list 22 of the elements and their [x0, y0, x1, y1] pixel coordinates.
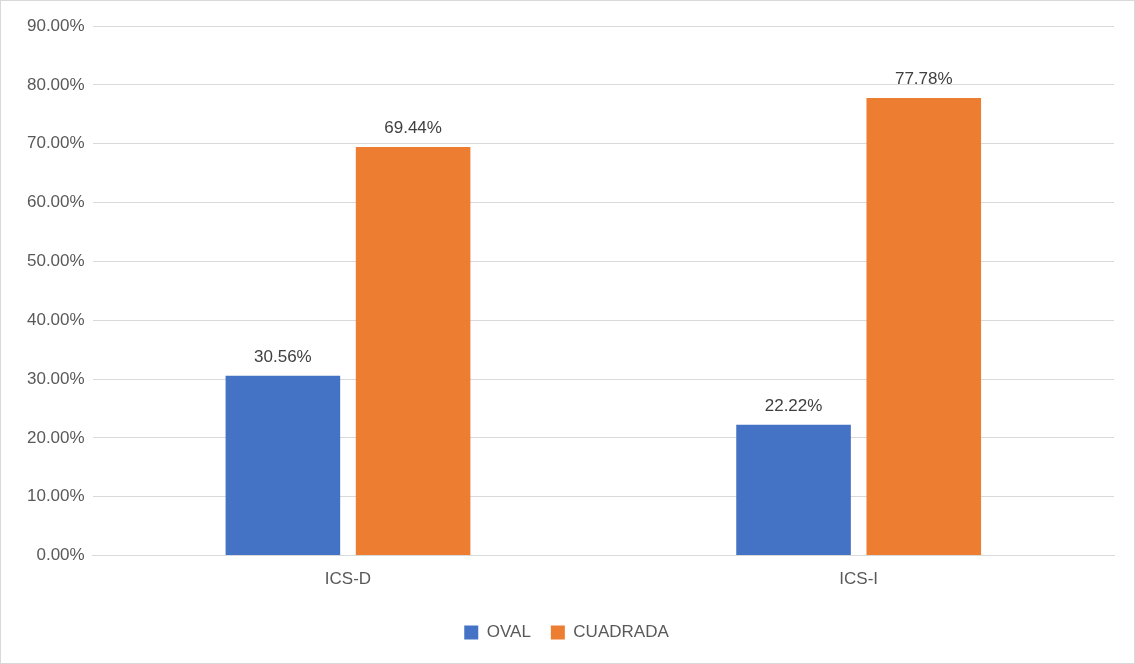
- data-label: 22.22%: [764, 396, 823, 416]
- x-tick-label: ICS-D: [324, 569, 372, 589]
- legend-label: CUADRADA: [573, 622, 670, 642]
- y-tick-label: 10.00%: [26, 486, 85, 506]
- y-tick-label: 40.00%: [26, 309, 85, 329]
- y-tick-label: 50.00%: [26, 251, 85, 271]
- bar: [866, 97, 982, 556]
- data-label: 30.56%: [254, 346, 312, 366]
- y-tick-label: 0.00%: [36, 545, 85, 565]
- y-tick-label: 80.00%: [26, 74, 85, 94]
- y-tick-label: 60.00%: [26, 192, 85, 212]
- y-tick-label: 70.00%: [26, 133, 85, 153]
- data-label: 69.44%: [384, 118, 442, 138]
- legend-label: OVAL: [486, 622, 531, 642]
- data-label: 77.78%: [894, 69, 953, 89]
- y-tick-label: 20.00%: [26, 427, 85, 447]
- bar: [736, 424, 851, 556]
- bar: [225, 375, 341, 556]
- y-tick-label: 90.00%: [26, 15, 85, 35]
- x-tick-label: ICS-I: [839, 569, 879, 589]
- bar: [355, 146, 471, 556]
- y-tick-label: 30.00%: [26, 368, 85, 388]
